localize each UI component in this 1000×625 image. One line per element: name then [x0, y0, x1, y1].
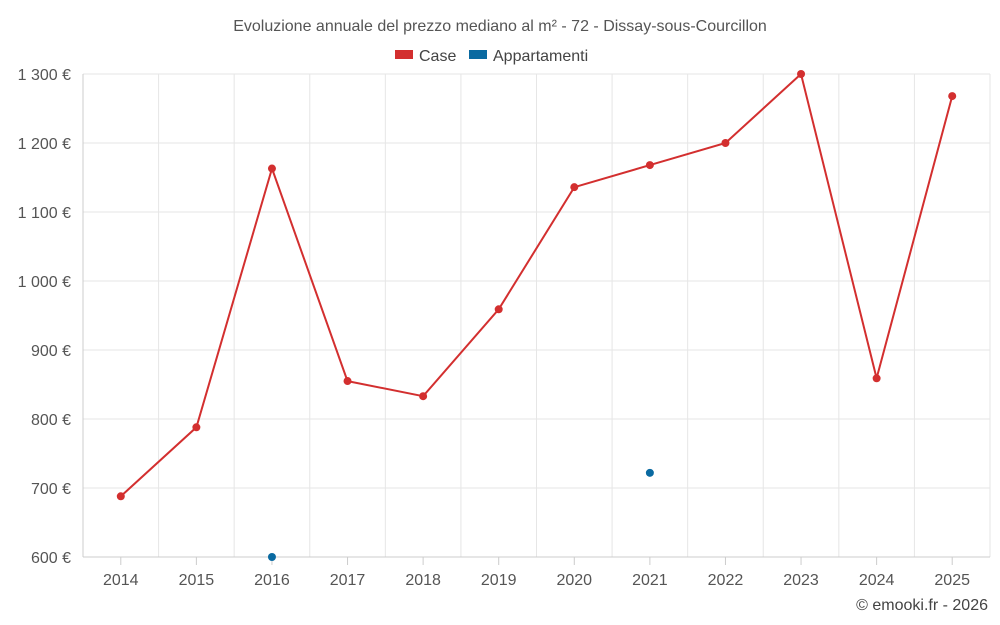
- y-tick-label: 900 €: [31, 343, 71, 360]
- legend: Case Appartamenti: [395, 48, 588, 65]
- data-point-case[interactable]: [570, 183, 579, 192]
- data-point-case[interactable]: [343, 377, 352, 386]
- y-tick-label: 800 €: [31, 412, 71, 429]
- x-tick-label: 2020: [556, 572, 592, 589]
- y-tick-label: 700 €: [31, 481, 71, 498]
- data-point-case[interactable]: [797, 70, 806, 78]
- x-tick-label: 2016: [254, 572, 290, 589]
- x-tick-label: 2025: [934, 572, 970, 589]
- data-point-case[interactable]: [116, 492, 125, 501]
- x-tick-label: 2024: [859, 572, 895, 589]
- grid: [83, 73, 991, 557]
- y-tick-label: 1 100 €: [18, 205, 71, 222]
- y-tick-label: 1 000 €: [18, 274, 71, 291]
- x-tick-label: 2019: [481, 572, 517, 589]
- data-point-case[interactable]: [948, 92, 957, 101]
- series-line-case: [120, 72, 954, 498]
- y-tick-label: 600 €: [31, 550, 71, 567]
- legend-item-appartamenti[interactable]: Appartamenti: [469, 48, 588, 65]
- series: [116, 70, 957, 561]
- x-tick-label: 2017: [330, 572, 366, 589]
- x-tick-label: 2015: [179, 572, 215, 589]
- data-point-case[interactable]: [192, 423, 201, 432]
- data-point-appartamenti[interactable]: [645, 468, 654, 477]
- data-point-case[interactable]: [494, 305, 503, 314]
- x-tick-label: 2021: [632, 572, 668, 589]
- data-point-case[interactable]: [645, 161, 654, 170]
- data-point-case[interactable]: [721, 139, 730, 147]
- x-tick-label: 2018: [405, 572, 441, 589]
- data-point-appartamenti[interactable]: [267, 553, 276, 561]
- legend-label-appartamenti: Appartamenti: [493, 48, 588, 65]
- y-tick-label: 1 300 €: [18, 67, 71, 84]
- axes: 600 € 700 € 800 € 900 € 1 000 € 1 100 € 1 200 …: [18, 67, 990, 589]
- data-point-case[interactable]: [872, 374, 881, 383]
- y-tick-label: 1 200 €: [18, 136, 71, 153]
- data-point-case[interactable]: [419, 392, 428, 401]
- legend-item-case[interactable]: Case: [395, 48, 456, 65]
- x-tick-label: 2014: [103, 572, 139, 589]
- x-tick-label: 2023: [783, 572, 819, 589]
- data-point-case[interactable]: [267, 164, 276, 173]
- chart-title: Evoluzione annuale del prezzo mediano al…: [233, 18, 767, 35]
- x-tick-label: 2022: [708, 572, 744, 589]
- legend-swatch-case: [395, 50, 413, 59]
- legend-swatch-appartamenti: [469, 50, 487, 59]
- legend-label-case: Case: [419, 48, 456, 65]
- credit-text: © emooki.fr - 2026: [856, 597, 988, 614]
